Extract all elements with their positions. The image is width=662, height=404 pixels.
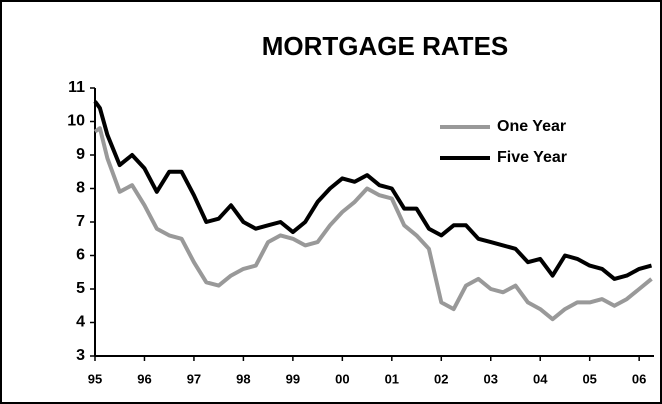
chart-title: MORTGAGE RATES bbox=[262, 31, 509, 61]
x-tick-label: 06 bbox=[632, 371, 646, 386]
y-tick-label: 6 bbox=[76, 247, 85, 264]
x-tick-label: 04 bbox=[533, 371, 548, 386]
x-tick-label: 99 bbox=[286, 371, 300, 386]
series-line bbox=[93, 100, 653, 281]
x-tick-label: 01 bbox=[385, 371, 399, 386]
y-tick-label: 3 bbox=[76, 347, 85, 364]
x-tick-label: 03 bbox=[484, 371, 498, 386]
y-tick-label: 10 bbox=[67, 113, 85, 130]
x-tick-label: 96 bbox=[137, 371, 151, 386]
x-tick-label: 02 bbox=[434, 371, 448, 386]
x-tick-label: 95 bbox=[88, 371, 102, 386]
y-tick-label: 5 bbox=[76, 280, 85, 297]
y-tick-label: 4 bbox=[76, 314, 85, 331]
legend-label: One Year bbox=[497, 118, 566, 135]
x-tick-label: 97 bbox=[187, 371, 201, 386]
x-tick-label: 00 bbox=[335, 371, 349, 386]
y-tick-label: 8 bbox=[76, 180, 85, 197]
legend-label: Five Year bbox=[497, 149, 567, 166]
y-tick-label: 11 bbox=[68, 79, 85, 96]
y-tick-label: 9 bbox=[76, 146, 85, 163]
x-tick-label: 98 bbox=[236, 371, 250, 386]
series-line bbox=[93, 126, 653, 322]
x-tick-label: 05 bbox=[582, 371, 596, 386]
y-tick-label: 7 bbox=[76, 213, 85, 230]
